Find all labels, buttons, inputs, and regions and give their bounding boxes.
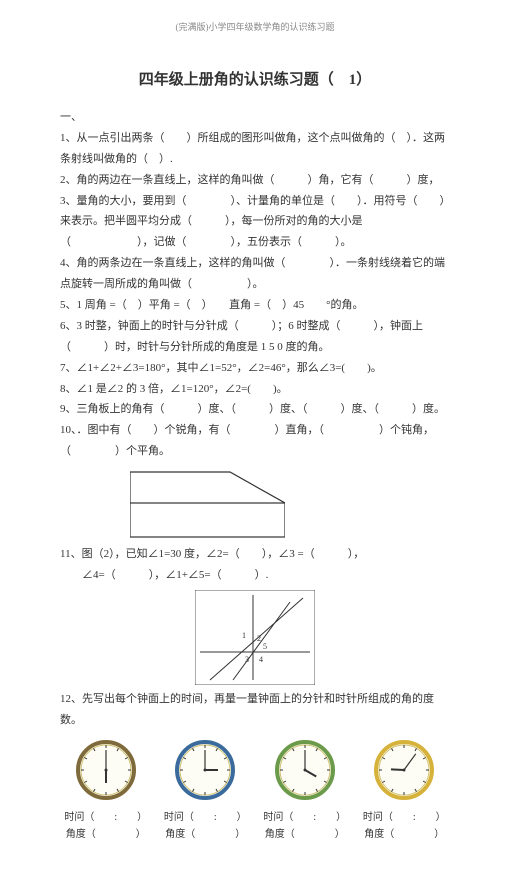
- clock-item: 时问（ : ） 角度（ ）: [363, 739, 446, 841]
- svg-text:4: 4: [259, 655, 263, 664]
- svg-text:3: 3: [245, 655, 249, 664]
- q11-figure: 1 2 5 3 4: [60, 590, 450, 685]
- q10-figure: [130, 468, 285, 538]
- clock-angle-label: 角度（ ）: [364, 825, 444, 840]
- q1: 1、从一点引出两条（ ）所组成的图形叫做角，这个点叫做角的（ ）．这两条射线叫做…: [60, 128, 450, 170]
- section-one: 一、: [60, 107, 450, 128]
- clock-row: 时问（ : ） 角度（ ） 时问（ : ） 角度（ ） 时问（ : ） 角度（ ） 时…: [60, 739, 450, 841]
- q9: 9、三角板上的角有（ ）度、（ ）度、（ ）度、（ ）度。: [60, 399, 450, 420]
- q3: 3、量角的大小，要用到（ ）、计量角的单位是（ ）．用符号（ ）来表示。把半圆平…: [60, 191, 450, 254]
- q4: 4、角的两条边在一条直线上，这样的角叫做（ ）．一条射线绕着它的端点旋转一周所成…: [60, 253, 450, 295]
- q11a: 11、图（2），已知∠1=30 度，∠2=（ ），∠3 =（ ），: [60, 544, 450, 565]
- clock-item: 时问（ : ） 角度（ ）: [64, 739, 147, 841]
- q12: 12、先写出每个钟面上的时间，再量一量钟面上的分针和时针所组成的角的度数。: [60, 689, 450, 731]
- q11b: ∠4=（ ），∠1+∠5=（ ）.: [60, 565, 450, 586]
- q7: 7、∠1+∠2+∠3=180°，其中∠1=52°，∠2=46°，那么∠3=( )…: [60, 358, 450, 379]
- q8: 8、∠1 是∠2 的 3 倍，∠1=120°，∠2=( )。: [60, 379, 450, 400]
- clock-item: 时问（ : ） 角度（ ）: [164, 739, 247, 841]
- clock-angle-label: 角度（ ）: [66, 825, 146, 840]
- clock-time-label: 时问（ : ）: [263, 808, 346, 823]
- svg-text:2: 2: [257, 634, 261, 643]
- q5: 5、1 周角 =（ ）平角 =（ ） 直角 =（ ）45 °的角。: [60, 295, 450, 316]
- clock-angle-label: 角度（ ）: [265, 825, 345, 840]
- q6: 6、3 时整，钟面上的时针与分针成（ ）；6 时整成（ ），钟面上（ ）时，时针…: [60, 316, 450, 358]
- clock-time-label: 时问（ : ）: [164, 808, 247, 823]
- clock-angle-label: 角度（ ）: [165, 825, 245, 840]
- clock-time-label: 时问（ : ）: [64, 808, 147, 823]
- q10: 10、．图中有（ ）个锐角，有（ ）直角，（ ）个钝角，（ ）个平角。: [60, 420, 450, 462]
- clock-time-label: 时问（ : ）: [363, 808, 446, 823]
- page-header: (完满版)小学四年级数学角的认识练习题: [60, 20, 450, 33]
- svg-text:5: 5: [263, 642, 267, 651]
- svg-text:1: 1: [242, 631, 246, 640]
- q2: 2、角的两边在一条直线上，这样的角叫做（ ）角，它有（ ）度，: [60, 170, 450, 191]
- clock-item: 时问（ : ） 角度（ ）: [263, 739, 346, 841]
- page-title: 四年级上册角的认识练习题（ 1）: [60, 68, 450, 89]
